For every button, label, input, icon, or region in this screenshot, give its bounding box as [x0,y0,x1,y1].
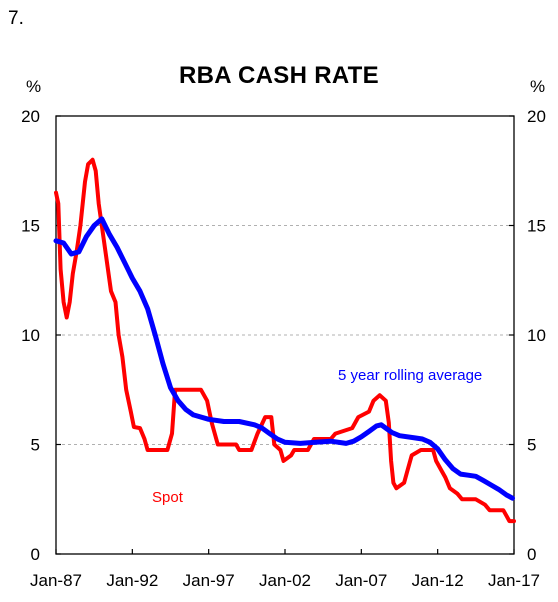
series-lines [53,157,516,524]
x-tick-label: Jan-92 [106,571,158,590]
y-tick-label-left: 0 [31,545,40,564]
x-tick-label: Jan-17 [488,571,540,590]
y-tick-label-right: 5 [527,436,536,455]
y-tick-label-right: 15 [527,217,546,236]
y-axis-unit-left: % [26,77,42,96]
y-axis-unit-right: % [530,77,546,96]
y-tick-label-left: 5 [31,436,40,455]
rolling-average-series-line [53,216,515,501]
y-tick-label-right: 20 [527,107,546,126]
x-tick-label: Jan-12 [412,571,464,590]
y-tick-label-left: 15 [21,217,40,236]
rolling-average-label: 5 year rolling average [338,367,482,384]
axis-ticks: 0 0 5 5 10 10 15 15 20 20 Jan-87 Jan-92 Jan-97 Jan-02… [21,107,546,590]
spot-series-line [54,157,516,524]
y-tick-label-left: 20 [21,107,40,126]
x-tick-label: Jan-87 [30,571,82,590]
y-tick-label-right: 10 [527,326,546,345]
page-number: 7. [8,8,24,29]
x-tick-label: Jan-97 [183,571,235,590]
chart-title: RBA CASH RATE [179,62,379,89]
y-tick-label-left: 10 [21,326,40,345]
x-tick-label: Jan-02 [259,571,311,590]
y-tick-label-right: 0 [527,545,536,564]
spot-label: Spot [152,489,184,506]
x-tick-label: Jan-07 [335,571,387,590]
